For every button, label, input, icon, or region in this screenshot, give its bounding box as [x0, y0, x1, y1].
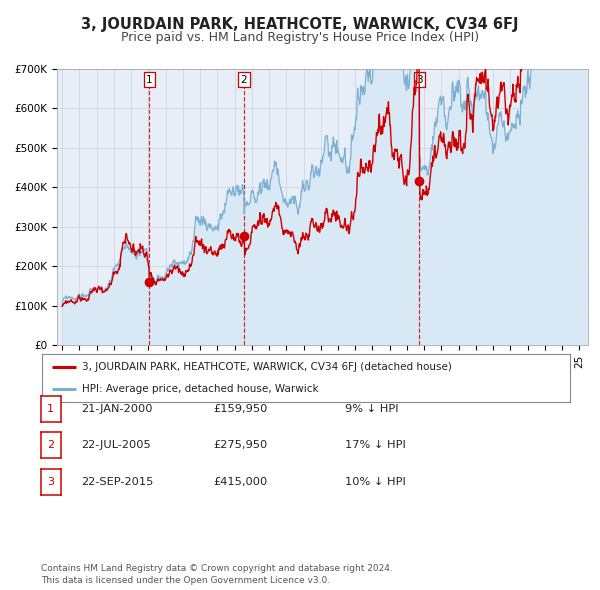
- Text: 3, JOURDAIN PARK, HEATHCOTE, WARWICK, CV34 6FJ: 3, JOURDAIN PARK, HEATHCOTE, WARWICK, CV…: [81, 17, 519, 31]
- Text: 2: 2: [47, 441, 54, 450]
- Text: £159,950: £159,950: [213, 404, 268, 414]
- Text: Price paid vs. HM Land Registry's House Price Index (HPI): Price paid vs. HM Land Registry's House …: [121, 31, 479, 44]
- Text: 3: 3: [416, 74, 423, 84]
- Text: 1: 1: [47, 404, 54, 414]
- Text: 3, JOURDAIN PARK, HEATHCOTE, WARWICK, CV34 6FJ (detached house): 3, JOURDAIN PARK, HEATHCOTE, WARWICK, CV…: [82, 362, 451, 372]
- Text: 22-SEP-2015: 22-SEP-2015: [81, 477, 154, 487]
- Text: 21-JAN-2000: 21-JAN-2000: [81, 404, 152, 414]
- Text: 2: 2: [241, 74, 247, 84]
- Text: 9% ↓ HPI: 9% ↓ HPI: [345, 404, 398, 414]
- Text: 1: 1: [146, 74, 152, 84]
- Text: 10% ↓ HPI: 10% ↓ HPI: [345, 477, 406, 487]
- Text: 3: 3: [47, 477, 54, 487]
- Text: HPI: Average price, detached house, Warwick: HPI: Average price, detached house, Warw…: [82, 384, 318, 394]
- Text: 17% ↓ HPI: 17% ↓ HPI: [345, 441, 406, 450]
- Text: Contains HM Land Registry data © Crown copyright and database right 2024.
This d: Contains HM Land Registry data © Crown c…: [41, 564, 392, 585]
- Text: £415,000: £415,000: [213, 477, 267, 487]
- Text: £275,950: £275,950: [213, 441, 267, 450]
- Text: 22-JUL-2005: 22-JUL-2005: [81, 441, 151, 450]
